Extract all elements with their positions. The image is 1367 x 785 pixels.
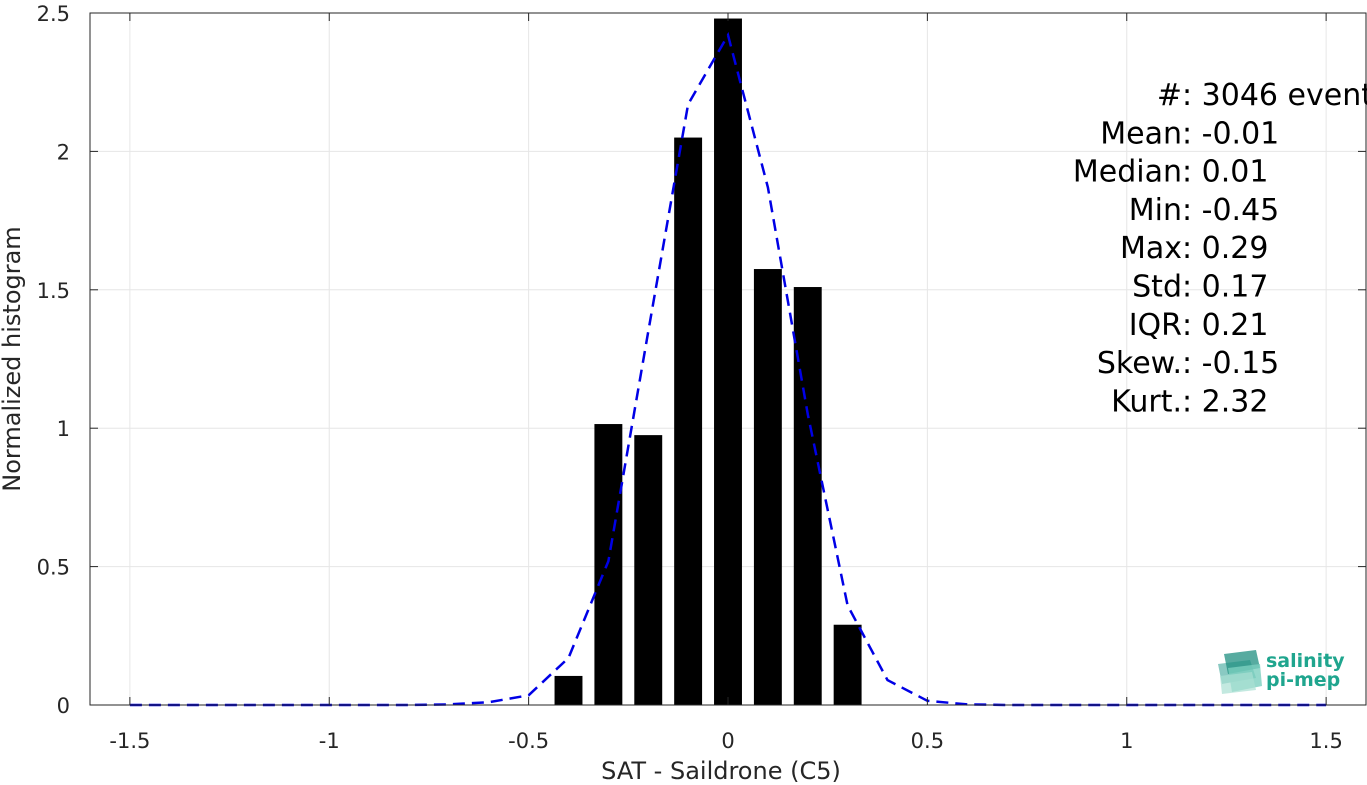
- histogram-bar: [554, 675, 583, 705]
- histogram-bar: [714, 18, 742, 705]
- stat-label: Mean: [1100, 116, 1182, 151]
- stat-label: #: [1157, 78, 1182, 113]
- y-tick-label: 0: [57, 694, 70, 718]
- stat-value: : 0.01: [1182, 155, 1268, 190]
- y-tick-label: 2: [57, 140, 70, 164]
- stat-value: : 0.21: [1182, 308, 1268, 343]
- x-axis-title: SAT - Saildrone (C5): [601, 757, 841, 785]
- logo-text-salinity: salinity: [1266, 650, 1345, 672]
- x-tick-label: 0.5: [911, 729, 944, 753]
- stat-label: IQR: [1129, 308, 1182, 343]
- stat-value: : 3046 events: [1182, 78, 1367, 113]
- y-tick-label: 1.5: [37, 279, 70, 303]
- histogram-bars: [554, 18, 862, 705]
- histogram-bar: [833, 624, 862, 705]
- y-tick-label: 0.5: [37, 556, 70, 580]
- y-tick-label: 2.5: [37, 2, 70, 26]
- histogram-bar: [634, 435, 663, 705]
- x-tick-label: -1: [319, 729, 340, 753]
- histogram-bar: [753, 269, 782, 705]
- stat-label: Skew.: [1097, 346, 1182, 381]
- y-axis-title: Normalized histogram: [0, 226, 26, 491]
- salinity-pi-mep-logo: salinity pi-mep: [1218, 650, 1345, 694]
- stat-label: Max: [1120, 231, 1182, 266]
- x-tick-label: 1: [1120, 729, 1133, 753]
- stat-value: : -0.15: [1182, 346, 1279, 381]
- stat-value: : -0.01: [1182, 116, 1279, 151]
- x-tick-label: 1.5: [1309, 729, 1342, 753]
- stat-value: : 2.32: [1182, 384, 1268, 419]
- stat-value: : 0.17: [1182, 270, 1268, 305]
- histogram-bar: [793, 287, 822, 705]
- x-tick-label: -1.5: [109, 729, 150, 753]
- axis-ticks: -1.5 -1 -0.5 0 0.5 1 1.5 0 0.5 1 1.5 2 2.5: [37, 2, 1366, 753]
- histogram-bar: [594, 424, 623, 705]
- y-tick-label: 1: [57, 417, 70, 441]
- stat-value: : -0.45: [1182, 193, 1279, 228]
- histogram-bar: [674, 137, 703, 705]
- stat-label: Kurt.: [1111, 384, 1182, 419]
- x-tick-label: 0: [721, 729, 734, 753]
- stat-label: Median: [1073, 155, 1182, 190]
- stat-label: Min: [1129, 193, 1182, 228]
- logo-text-pi-mep: pi-mep: [1266, 669, 1340, 691]
- stat-value: : 0.29: [1182, 231, 1268, 266]
- stat-label: Std: [1132, 270, 1182, 305]
- x-tick-label: -0.5: [508, 729, 549, 753]
- logo-icon: [1218, 650, 1262, 694]
